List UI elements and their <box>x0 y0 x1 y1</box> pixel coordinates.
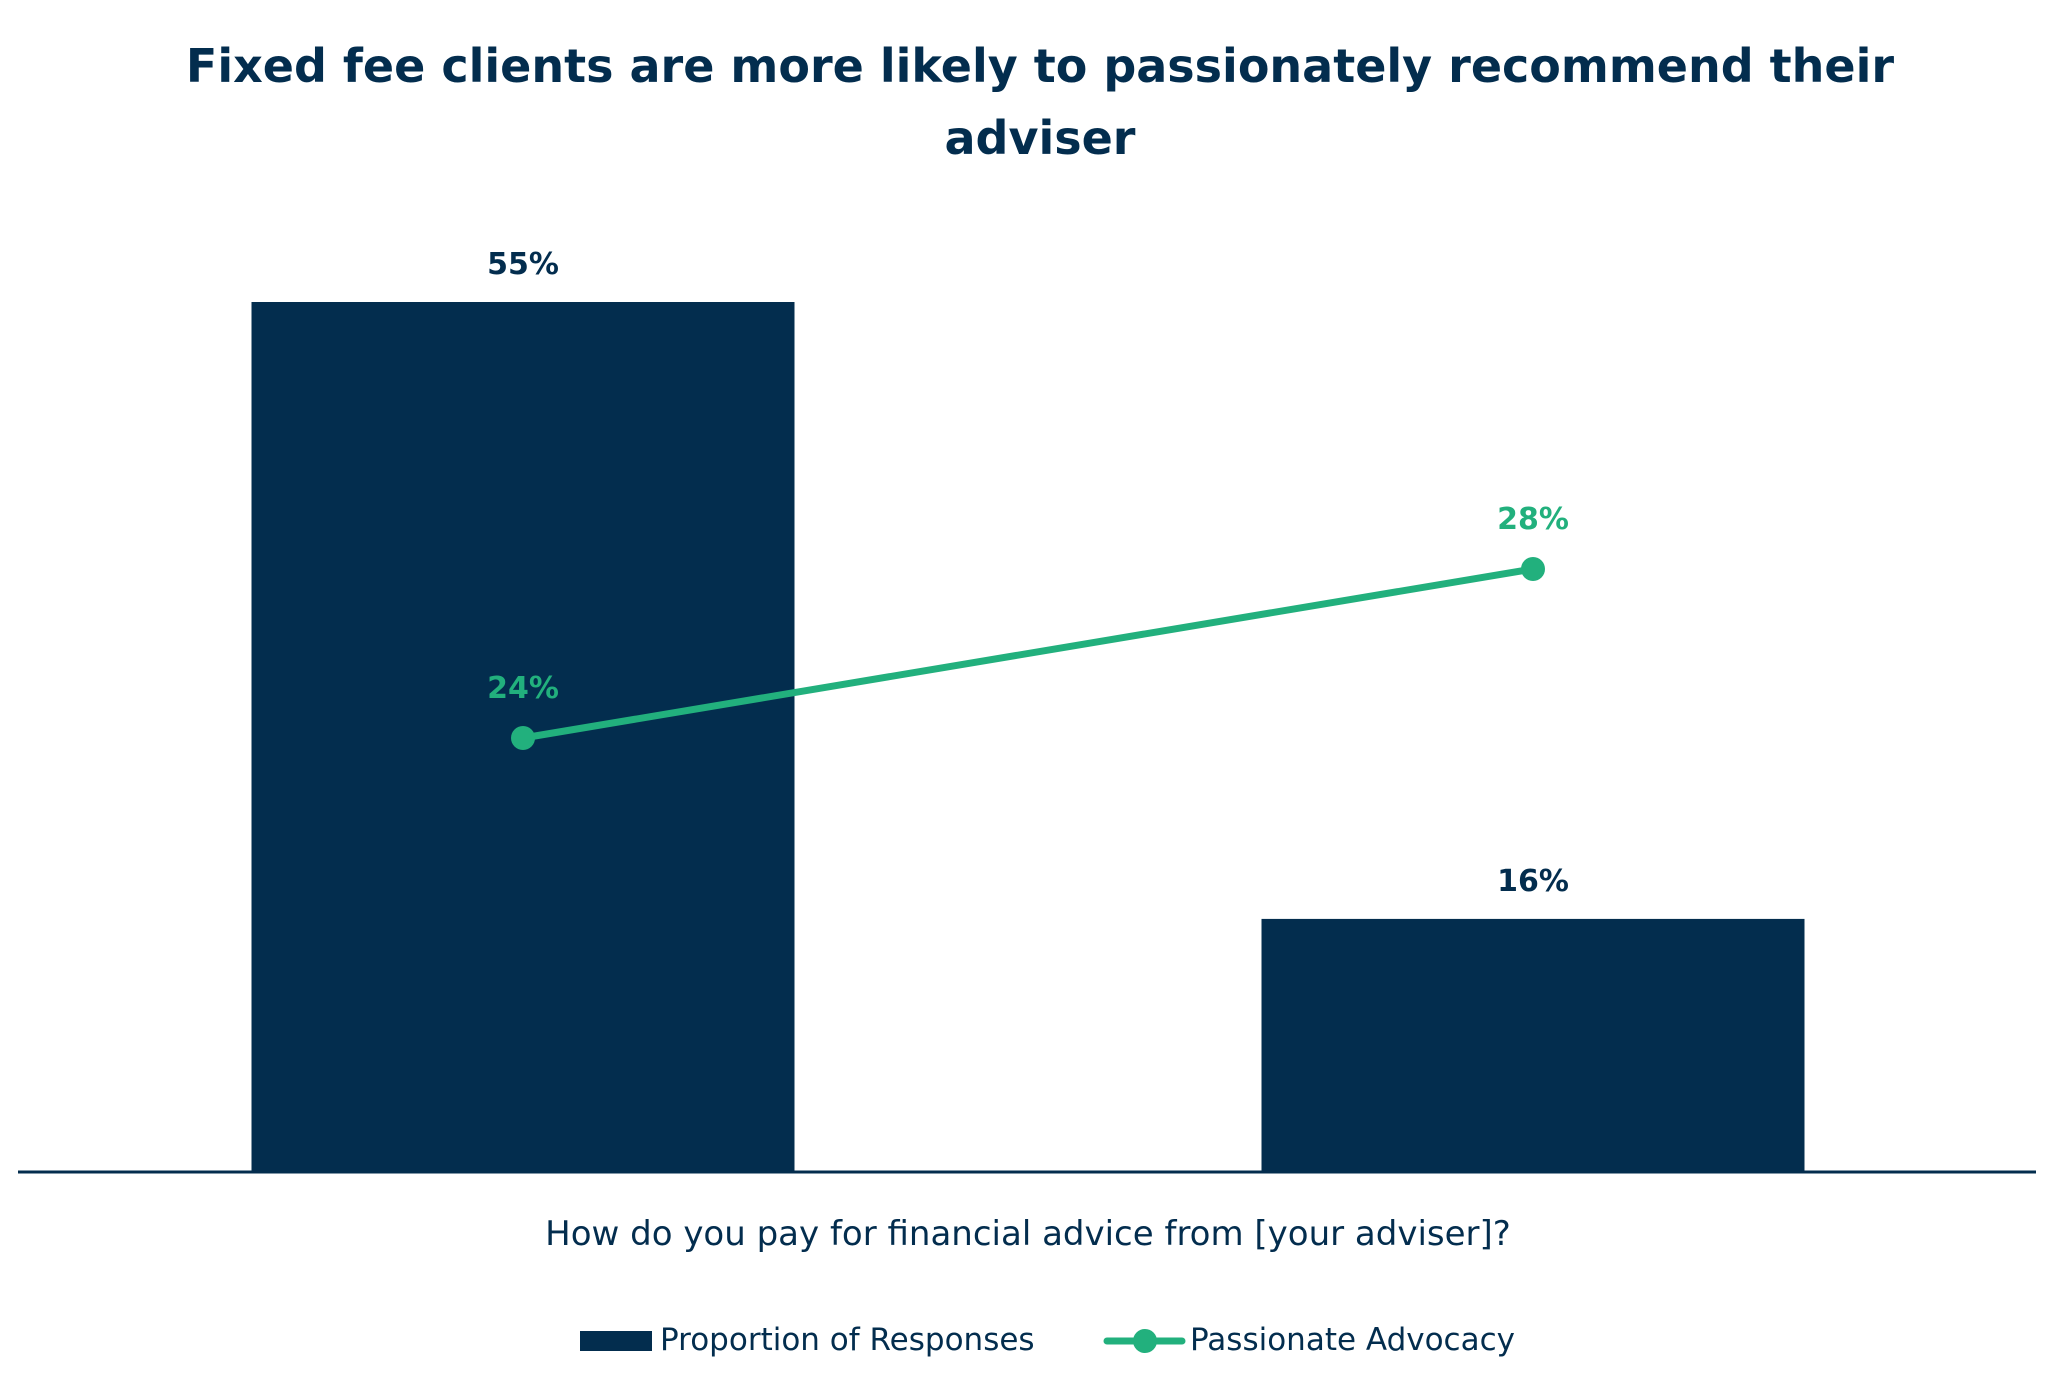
series-line <box>522 565 1534 742</box>
bar-data-label: 16% <box>1497 864 1569 899</box>
x-axis-title: How do you pay for financial advice from… <box>545 1214 1511 1254</box>
bar-data-label: 55% <box>487 247 559 282</box>
legend-label-bar: Proportion of Responses <box>660 1322 1035 1358</box>
legend-swatch-bar <box>580 1331 652 1351</box>
chart-title-line-1: Fixed fee clients are more likely to pas… <box>186 39 1894 93</box>
legend-label-line: Passionate Advocacy <box>1190 1322 1515 1358</box>
legend-swatch-marker <box>1133 1329 1157 1353</box>
line-point <box>1521 557 1545 581</box>
line-data-label: 24% <box>487 671 559 706</box>
line-data-label: 28% <box>1497 502 1569 537</box>
chart-title-line-2: adviser <box>945 111 1136 165</box>
bar <box>1261 918 1805 1172</box>
legend: Proportion of Responses Passionate Advoc… <box>580 1322 1515 1358</box>
line-point <box>511 726 535 750</box>
